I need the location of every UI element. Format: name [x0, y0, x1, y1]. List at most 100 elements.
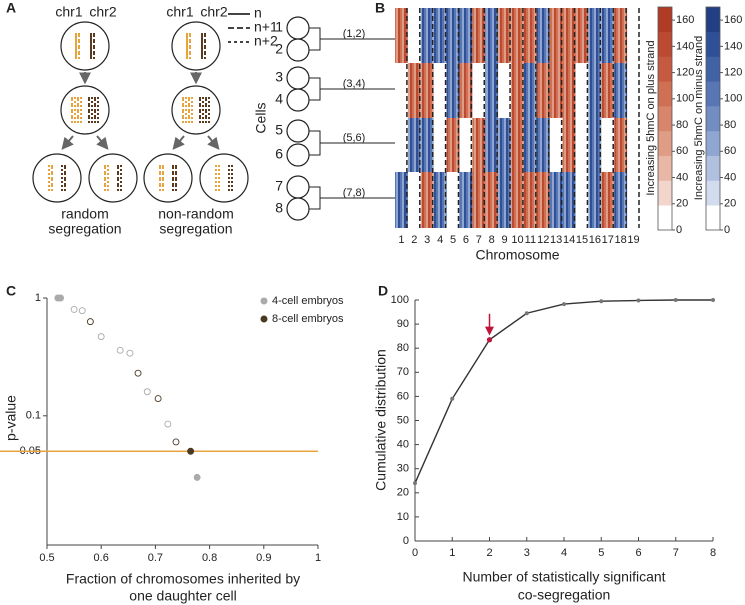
chromosome-label: chr1 [55, 4, 82, 20]
colorbar-tick-label: 160 [724, 14, 742, 26]
x-tick-label: 7 [476, 234, 482, 246]
heatmap-block [511, 63, 524, 118]
x-tick-label: 5 [598, 547, 604, 559]
data-point [154, 395, 162, 403]
colorbar-tick-label: 80 [724, 119, 736, 131]
heatmap-block [485, 63, 499, 118]
cell-label: 3 [275, 69, 283, 85]
data-point [86, 318, 94, 326]
legend-label: n+1 [254, 19, 278, 35]
colorbar-tick-label: 40 [724, 171, 736, 183]
colorbar-bin [658, 130, 672, 156]
heatmap-block [511, 118, 524, 172]
heatmap-block [614, 172, 628, 228]
colorbar-bin [706, 81, 720, 107]
colorbar-tick-label: 80 [676, 119, 688, 131]
x-tick-label: 16 [589, 234, 601, 246]
cell [286, 66, 310, 90]
x-tick-label: 0.7 [148, 552, 163, 564]
heatmap-block [459, 172, 473, 228]
chromosome-label: chr1 [166, 4, 193, 20]
cell [286, 16, 310, 40]
legend-marker [260, 315, 268, 323]
y-tick-label: 20 [397, 487, 409, 499]
arrow [96, 135, 109, 150]
cell [60, 85, 110, 135]
heatmap-block [536, 63, 550, 118]
x-tick-label: 19 [627, 234, 639, 246]
colorbar-frame [657, 6, 673, 231]
colorbar-tick-label: 120 [724, 66, 742, 78]
pair-label: (1,2) [343, 28, 366, 40]
heatmap-block [420, 172, 434, 228]
cell-label: 2 [275, 41, 283, 57]
cell [286, 38, 310, 62]
data-point [126, 349, 134, 357]
x-tick-label: 2 [486, 547, 492, 559]
cell-label: 4 [275, 91, 283, 107]
y-axis-title: Cells [253, 102, 269, 133]
pair-bracket [309, 186, 395, 210]
heatmap-block [407, 118, 421, 172]
cell [143, 153, 193, 203]
caption: non-random [158, 206, 234, 222]
heatmap-block [498, 118, 512, 172]
cell [88, 153, 138, 203]
panel-label: C [6, 283, 16, 299]
data-point [711, 298, 715, 302]
colorbar-bin [706, 7, 720, 33]
heatmap-block [420, 118, 434, 172]
y-tick-label: 70 [397, 366, 409, 378]
pair-bracket [309, 27, 395, 51]
data-point [57, 294, 64, 302]
colorbar-bin [658, 205, 672, 231]
data-point [187, 447, 195, 455]
y-tick-label: 30 [397, 463, 409, 475]
y-tick-label: 60 [397, 390, 409, 402]
data-point [450, 396, 455, 401]
data-point [97, 333, 105, 341]
cell [32, 153, 82, 203]
chromosome-label: chr2 [200, 4, 227, 20]
y-tick-label: 100 [391, 294, 409, 306]
cell-label: 6 [275, 146, 283, 162]
cell [171, 85, 221, 135]
data-point [599, 299, 604, 304]
caption: segregation [48, 221, 121, 237]
heatmap-block [407, 63, 421, 118]
pair-bracket [309, 77, 395, 101]
x-tick-label: 9 [502, 234, 508, 246]
caption: random [61, 206, 108, 222]
colorbar-bin [658, 31, 672, 57]
panel-label: A [6, 0, 16, 16]
cell-label: 1 [275, 19, 283, 35]
x-tick-label: 6 [635, 547, 641, 559]
chromosome-label: chr2 [89, 4, 116, 20]
heatmap-block [511, 8, 524, 63]
heatmap-block [536, 172, 550, 228]
colorbar-tick-label: 60 [676, 145, 688, 157]
x-tick-label: 3 [424, 234, 430, 246]
x-tick-label: 13 [550, 234, 562, 246]
y-tick-label: 50 [397, 414, 409, 426]
x-axis-title: one daughter cell [129, 588, 236, 604]
x-tick-label: 12 [537, 234, 549, 246]
data-point [413, 481, 417, 486]
x-tick-label: 8 [489, 234, 495, 246]
data-point [78, 307, 86, 315]
pair-bracket [309, 130, 395, 156]
pair-label: (7,8) [343, 187, 366, 199]
heatmap-block [601, 172, 615, 228]
x-tick-label: 4 [561, 547, 567, 559]
colorbar-bin [706, 56, 720, 82]
cell [286, 175, 310, 199]
colorbar-title: Increasing 5hmC on minus strand [693, 36, 705, 200]
x-tick-label: 2 [411, 234, 417, 246]
heatmap-block [395, 8, 408, 63]
arrow [207, 135, 220, 150]
x-tick-label: 0.5 [39, 552, 54, 564]
colorbar-bin [658, 155, 672, 181]
colorbar-tick-label: 120 [676, 66, 694, 78]
heatmap-block [472, 8, 486, 63]
